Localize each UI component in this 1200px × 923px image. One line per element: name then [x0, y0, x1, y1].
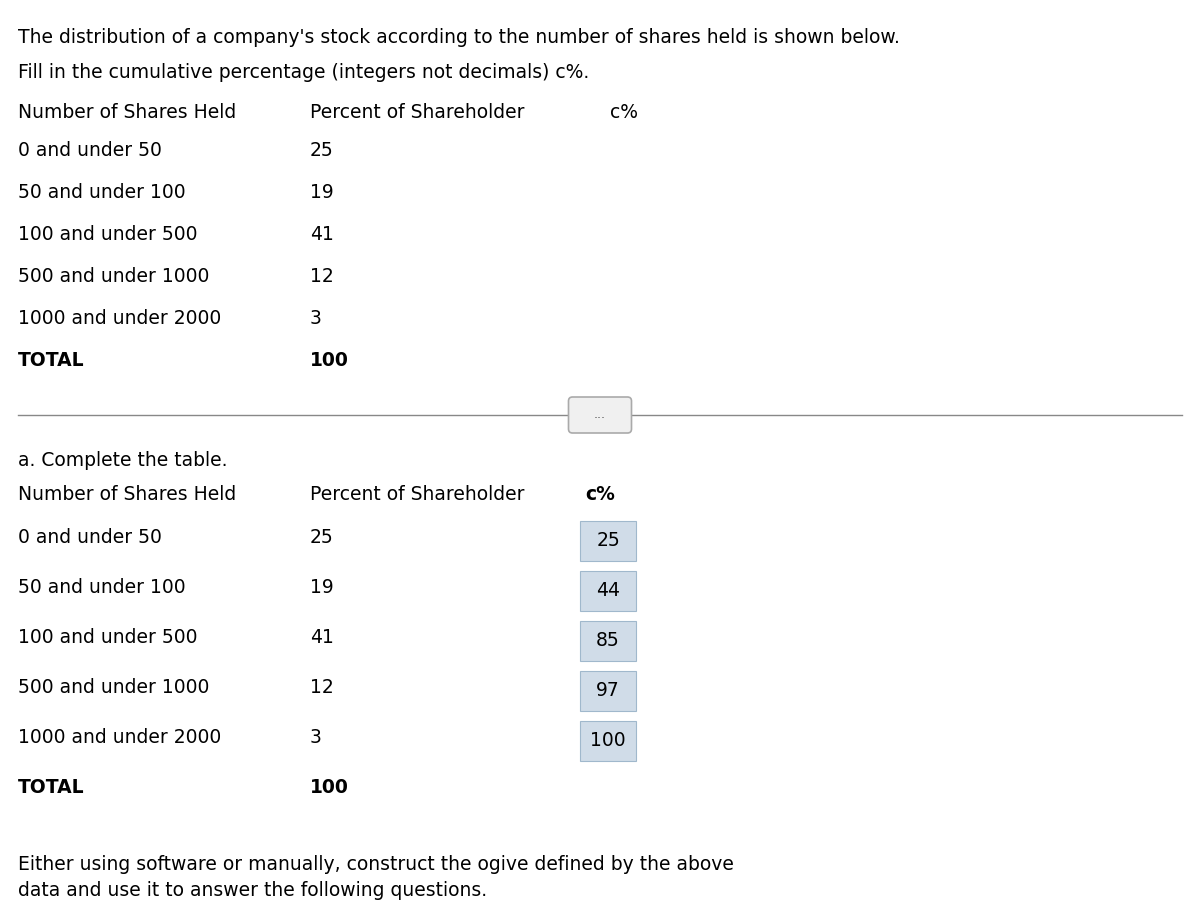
Text: 100: 100 [310, 351, 349, 370]
Text: 500 and under 1000: 500 and under 1000 [18, 267, 209, 286]
Text: 85: 85 [596, 631, 620, 651]
Text: 100: 100 [310, 778, 349, 797]
Text: 12: 12 [310, 267, 334, 286]
Text: Fill in the cumulative percentage (integers not decimals) c%.: Fill in the cumulative percentage (integ… [18, 63, 589, 82]
FancyBboxPatch shape [580, 721, 636, 761]
Text: 19: 19 [310, 578, 334, 597]
Text: 1000 and under 2000: 1000 and under 2000 [18, 728, 221, 747]
Text: Number of Shares Held: Number of Shares Held [18, 103, 236, 122]
Text: 25: 25 [596, 532, 620, 550]
Text: 100: 100 [590, 732, 626, 750]
Text: 3: 3 [310, 728, 322, 747]
FancyBboxPatch shape [580, 671, 636, 711]
Text: 500 and under 1000: 500 and under 1000 [18, 678, 209, 697]
FancyBboxPatch shape [580, 521, 636, 561]
FancyBboxPatch shape [569, 397, 631, 433]
Text: c%: c% [610, 103, 638, 122]
FancyBboxPatch shape [580, 621, 636, 661]
Text: Percent of Shareholder: Percent of Shareholder [310, 485, 524, 504]
Text: 25: 25 [310, 528, 334, 547]
Text: 41: 41 [310, 628, 334, 647]
Text: 12: 12 [310, 678, 334, 697]
Text: Either using software or manually, construct the ogive defined by the above
data: Either using software or manually, const… [18, 855, 734, 901]
Text: The distribution of a company's stock according to the number of shares held is : The distribution of a company's stock ac… [18, 28, 900, 47]
Text: 19: 19 [310, 183, 334, 202]
FancyBboxPatch shape [580, 571, 636, 611]
Text: TOTAL: TOTAL [18, 351, 85, 370]
Text: 25: 25 [310, 141, 334, 160]
Text: 1000 and under 2000: 1000 and under 2000 [18, 309, 221, 328]
Text: c%: c% [586, 485, 614, 504]
Text: 3: 3 [310, 309, 322, 328]
Text: TOTAL: TOTAL [18, 778, 85, 797]
Text: 100 and under 500: 100 and under 500 [18, 628, 198, 647]
Text: ...: ... [594, 409, 606, 422]
Text: 0 and under 50: 0 and under 50 [18, 141, 162, 160]
Text: 0 and under 50: 0 and under 50 [18, 528, 162, 547]
Text: 50 and under 100: 50 and under 100 [18, 183, 186, 202]
Text: 44: 44 [596, 581, 620, 601]
Text: 41: 41 [310, 225, 334, 244]
Text: a. Complete the table.: a. Complete the table. [18, 451, 228, 470]
Text: 50 and under 100: 50 and under 100 [18, 578, 186, 597]
Text: 97: 97 [596, 681, 620, 701]
Text: 100 and under 500: 100 and under 500 [18, 225, 198, 244]
Text: Percent of Shareholder: Percent of Shareholder [310, 103, 524, 122]
Text: Number of Shares Held: Number of Shares Held [18, 485, 236, 504]
